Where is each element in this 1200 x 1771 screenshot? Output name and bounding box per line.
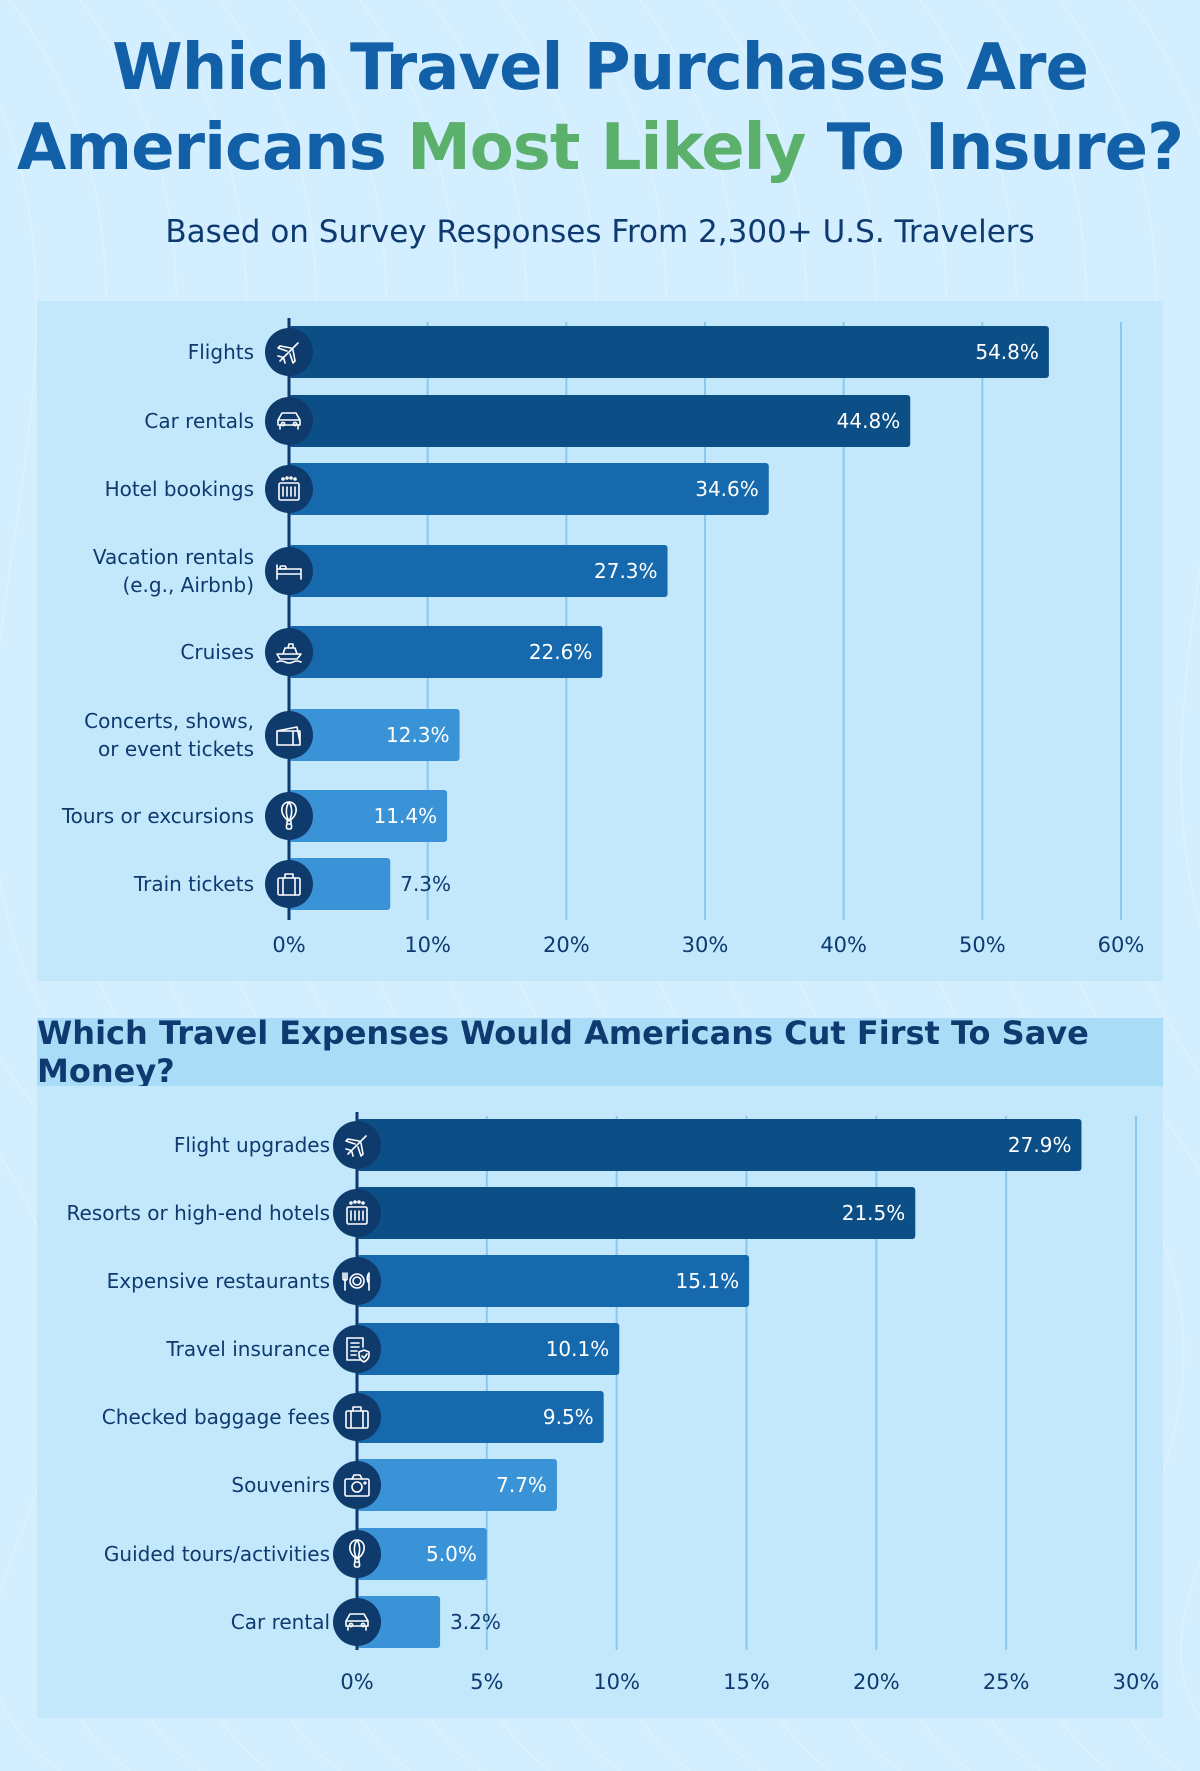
category-label: Flight upgrades [174, 1133, 330, 1157]
bar-value-label: 27.9% [1008, 1133, 1072, 1157]
category-label: Tours or excursions [61, 804, 254, 828]
x-tick-label: 30% [682, 933, 729, 957]
category-label: Cruises [180, 640, 254, 664]
category-label: Resorts or high-end hotels [66, 1201, 330, 1225]
bed-icon [265, 547, 313, 595]
x-tick-label: 20% [853, 1670, 900, 1694]
x-tick-label: 30% [1113, 1670, 1160, 1694]
bar [289, 395, 911, 447]
bar-value-label: 15.1% [676, 1269, 740, 1293]
page-title: Which Travel Purchases Are Americans Mos… [0, 28, 1200, 188]
bar-value-label: 44.8% [837, 409, 901, 433]
ticket-icon [265, 711, 313, 759]
bar [357, 1459, 557, 1511]
title-part-b: To Insure? [805, 111, 1185, 185]
x-tick-label: 25% [983, 1670, 1030, 1694]
bar [357, 1528, 487, 1580]
car-icon [333, 1598, 381, 1646]
page-subtitle: Based on Survey Responses From 2,300+ U.… [165, 214, 1035, 250]
bar [357, 1596, 441, 1648]
x-tick-label: 0% [272, 933, 305, 957]
suitcase-icon [333, 1393, 381, 1441]
bar [289, 626, 603, 678]
bar-value-label: 34.6% [695, 477, 759, 501]
category-label: Vacation rentals [93, 545, 254, 569]
x-tick-label: 10% [593, 1670, 640, 1694]
bar [289, 463, 769, 515]
bar-value-label: 12.3% [386, 723, 450, 747]
title-highlight: Most Likely [407, 111, 806, 185]
plane-icon [333, 1121, 381, 1169]
category-label: Souvenirs [231, 1473, 330, 1497]
ship-icon [265, 628, 313, 676]
bar-value-label: 10.1% [546, 1337, 610, 1361]
camera-icon [333, 1461, 381, 1509]
bar-value-label: 7.3% [400, 872, 451, 896]
bar [357, 1323, 620, 1375]
category-label: Train tickets [133, 872, 254, 896]
bar [357, 1187, 916, 1239]
x-tick-label: 60% [1098, 933, 1145, 957]
title-line-1: Which Travel Purchases Are [112, 31, 1089, 105]
bar-value-label: 7.7% [496, 1473, 547, 1497]
bar-value-label: 21.5% [842, 1201, 906, 1225]
dining-icon [333, 1257, 381, 1305]
car-icon [265, 397, 313, 445]
bar-value-label: 3.2% [450, 1610, 501, 1634]
x-tick-label: 20% [543, 933, 590, 957]
title-line-2: Americans Most Likely To Insure? [0, 108, 1200, 188]
bar [289, 790, 448, 842]
category-label: (e.g., Airbnb) [122, 573, 254, 597]
category-label: or event tickets [98, 737, 254, 761]
bar-value-label: 11.4% [374, 804, 438, 828]
x-tick-label: 5% [470, 1670, 503, 1694]
category-label: Checked baggage fees [102, 1405, 330, 1429]
bar-value-label: 5.0% [426, 1542, 477, 1566]
bar [289, 709, 460, 761]
x-tick-label: 50% [959, 933, 1006, 957]
category-label: Flights [188, 340, 254, 364]
hotel-icon [265, 465, 313, 513]
bar [357, 1391, 604, 1443]
bar [357, 1255, 750, 1307]
category-label: Car rental [231, 1610, 330, 1634]
category-label: Guided tours/activities [104, 1542, 330, 1566]
bar-value-label: 22.6% [529, 640, 593, 664]
plane-icon [265, 328, 313, 376]
category-label: Concerts, shows, [84, 709, 254, 733]
bar-value-label: 27.3% [594, 559, 658, 583]
bar-value-label: 9.5% [543, 1405, 594, 1429]
category-label: Car rentals [144, 409, 254, 433]
title-part-a: Americans [16, 111, 408, 185]
category-label: Travel insurance [165, 1337, 330, 1361]
category-label: Hotel bookings [105, 477, 254, 501]
category-label: Expensive restaurants [107, 1269, 330, 1293]
x-tick-label: 15% [723, 1670, 770, 1694]
balloon-icon [265, 792, 313, 840]
bar [289, 545, 668, 597]
bar [357, 1119, 1082, 1171]
x-tick-label: 10% [404, 933, 451, 957]
document-shield-icon [333, 1325, 381, 1373]
balloon-icon [333, 1530, 381, 1578]
x-tick-label: 0% [340, 1670, 373, 1694]
bar [289, 858, 391, 910]
section-title-cut-expenses: Which Travel Expenses Would Americans Cu… [37, 1014, 1163, 1090]
bar-value-label: 54.8% [975, 340, 1039, 364]
suitcase-icon [265, 860, 313, 908]
x-tick-label: 40% [820, 933, 867, 957]
hotel-icon [333, 1189, 381, 1237]
bar [289, 326, 1049, 378]
